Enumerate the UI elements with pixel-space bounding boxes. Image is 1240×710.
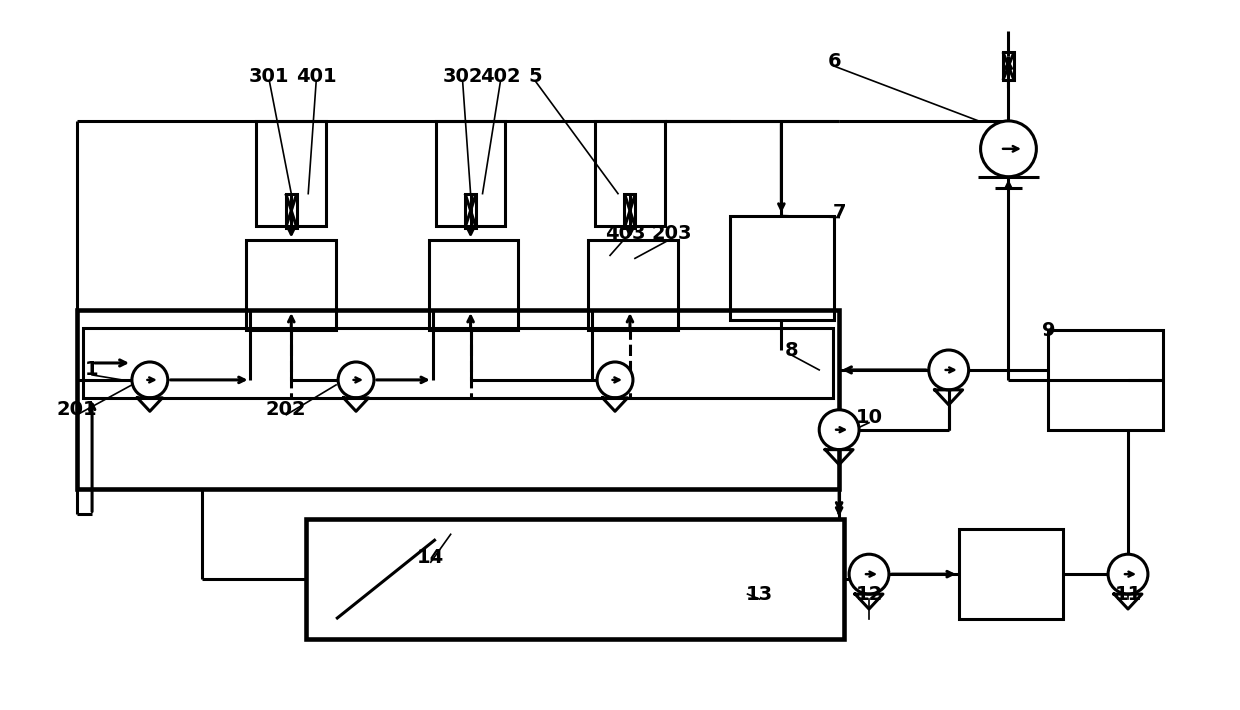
Text: 201: 201 — [57, 400, 98, 420]
Circle shape — [929, 350, 968, 390]
Bar — [435, 121, 506, 226]
Text: 10: 10 — [856, 408, 883, 427]
Text: 203: 203 — [651, 224, 692, 243]
Text: 9: 9 — [1042, 321, 1055, 339]
Bar — [959, 530, 1063, 619]
Bar — [77, 310, 839, 489]
Bar — [1003, 53, 1014, 80]
Text: 1: 1 — [86, 361, 99, 379]
Text: 401: 401 — [296, 67, 336, 86]
Bar — [247, 241, 336, 330]
Text: 6: 6 — [827, 52, 841, 71]
Text: 8: 8 — [785, 341, 799, 359]
Circle shape — [131, 362, 167, 398]
Bar — [429, 241, 518, 330]
Text: 202: 202 — [267, 400, 306, 420]
Text: 301: 301 — [249, 67, 290, 86]
Bar — [306, 519, 844, 639]
Bar — [465, 194, 476, 227]
Text: 12: 12 — [856, 584, 883, 604]
Text: 7: 7 — [832, 203, 846, 222]
Circle shape — [339, 362, 374, 398]
Bar — [625, 194, 635, 227]
Circle shape — [849, 555, 889, 594]
Bar — [588, 241, 678, 330]
Circle shape — [820, 410, 859, 449]
Bar — [729, 216, 835, 320]
Bar — [1048, 330, 1163, 430]
Circle shape — [981, 121, 1037, 177]
Bar — [595, 121, 665, 226]
Bar — [285, 194, 296, 227]
Text: 5: 5 — [528, 67, 542, 86]
Text: 11: 11 — [1115, 584, 1142, 604]
Circle shape — [1109, 555, 1148, 594]
Bar — [257, 121, 326, 226]
Circle shape — [598, 362, 632, 398]
Text: 402: 402 — [480, 67, 521, 86]
Bar — [83, 328, 833, 398]
Text: 13: 13 — [746, 584, 773, 604]
Text: 302: 302 — [443, 67, 482, 86]
Text: 14: 14 — [417, 547, 444, 567]
Text: 403: 403 — [605, 224, 645, 243]
